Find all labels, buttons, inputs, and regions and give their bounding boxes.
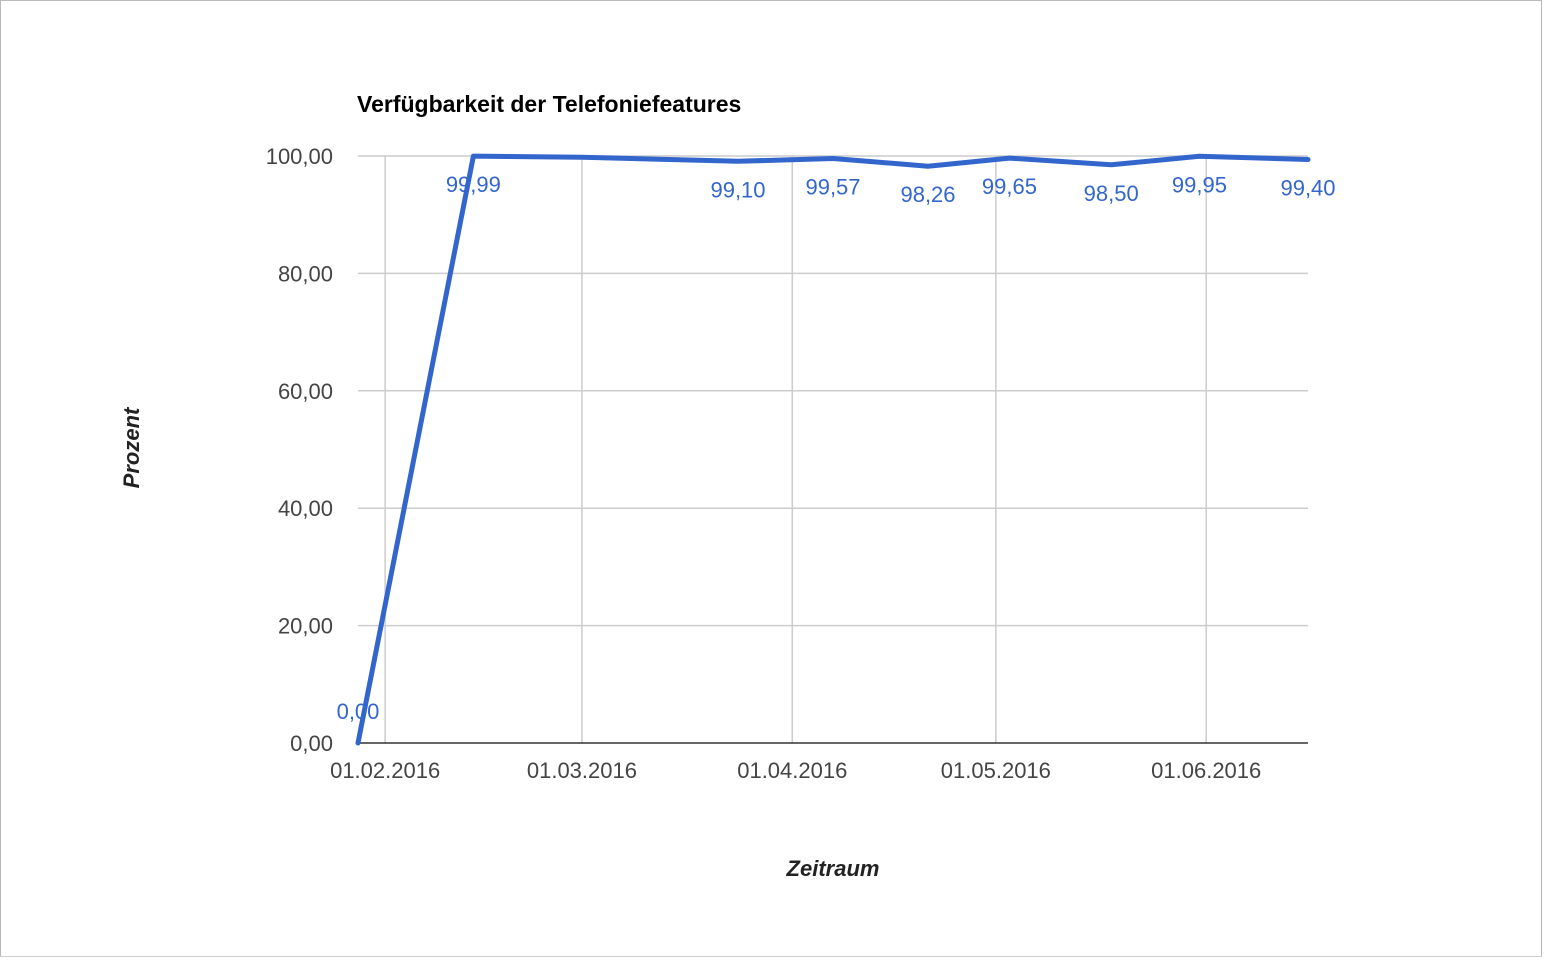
data-label: 99,10 <box>710 177 765 202</box>
y-tick-label: 40,00 <box>278 496 333 521</box>
y-tick-label: 80,00 <box>278 261 333 286</box>
y-tick-label: 60,00 <box>278 379 333 404</box>
series-line <box>355 153 1311 746</box>
x-tick-label: 01.04.2016 <box>737 758 847 783</box>
data-label: 99,57 <box>805 175 860 200</box>
chart-title: Verfügbarkeit der Telefoniefeatures <box>357 91 741 117</box>
data-label: 0,00 <box>337 699 380 724</box>
y-tick-label: 100,00 <box>266 144 333 169</box>
data-label: 98,26 <box>900 182 955 207</box>
x-axis-title: Zeitraum <box>786 856 880 881</box>
x-axis-ticks: 01.02.2016 01.03.2016 01.04.2016 01.05.2016… <box>330 758 1261 783</box>
y-axis-ticks: 0,00 20,00 40,00 60,00 80,00 100,00 <box>266 144 333 756</box>
x-tick-label: 01.02.2016 <box>330 758 440 783</box>
y-tick-label: 0,00 <box>290 731 333 756</box>
y-tick-label: 20,00 <box>278 614 333 639</box>
data-label: 98,50 <box>1084 181 1139 206</box>
series-layer <box>355 153 1311 746</box>
x-tick-label: 01.05.2016 <box>941 758 1051 783</box>
y-axis-title: Prozent <box>119 406 144 488</box>
data-label: 99,65 <box>982 174 1037 199</box>
gridlines <box>358 155 1308 744</box>
data-label: 99,95 <box>1172 172 1227 197</box>
x-tick-label: 01.03.2016 <box>527 758 637 783</box>
data-labels: 0,00 99,99 99,10 99,57 98,26 99,65 98,50 99,95 9… <box>337 172 1336 724</box>
data-label: 99,40 <box>1280 176 1335 201</box>
data-label: 99,99 <box>446 172 501 197</box>
x-tick-label: 01.06.2016 <box>1151 758 1261 783</box>
